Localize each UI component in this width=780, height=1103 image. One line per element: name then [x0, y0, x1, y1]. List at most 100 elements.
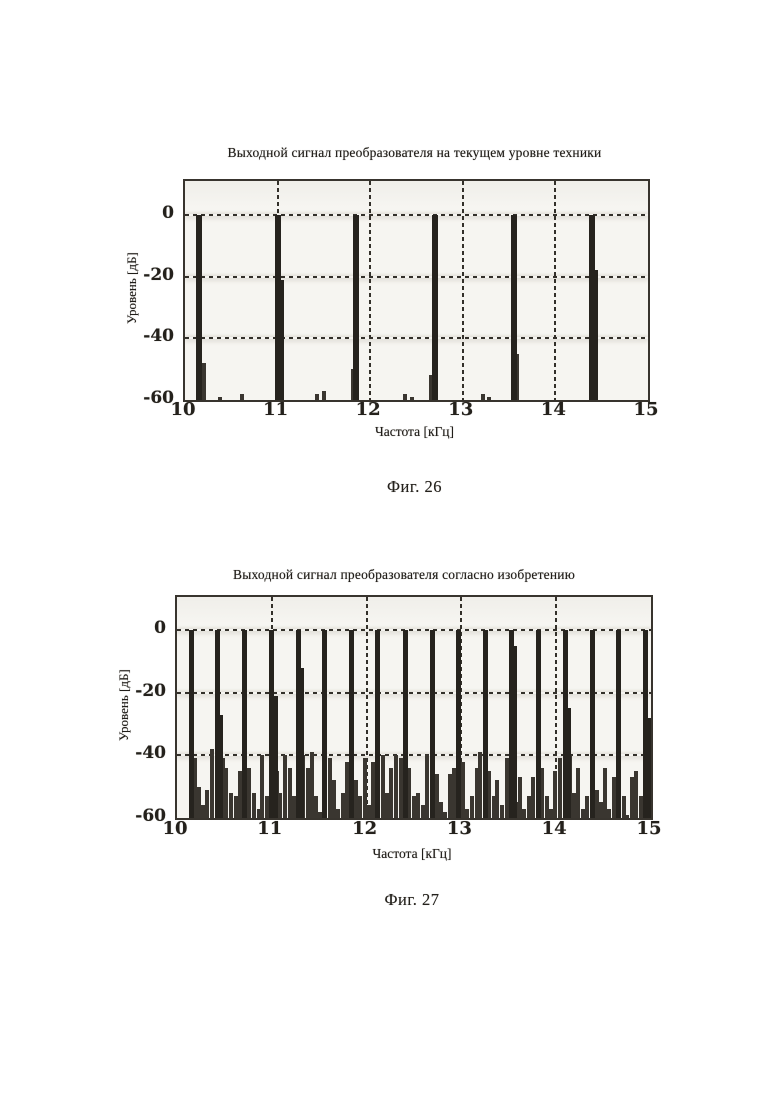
- spectrum-bar: [375, 629, 381, 818]
- spectrum-bar: [202, 362, 207, 400]
- spectrum-bar: [315, 393, 320, 400]
- spectrum-bar: [461, 761, 466, 818]
- spectrum-bar: [500, 805, 505, 818]
- spectrum-bar: [240, 393, 245, 400]
- x-tick-label: 11: [257, 818, 283, 839]
- spectrum-bar: [594, 789, 599, 818]
- spectrum-bar: [205, 789, 210, 818]
- horizontal-gridline: [185, 275, 648, 278]
- spectrum-bar: [409, 396, 414, 400]
- spectrum-bar: [509, 629, 515, 818]
- spectrum-bar: [256, 808, 261, 818]
- vertical-gridline: [365, 597, 368, 818]
- spectrum-bar: [607, 808, 612, 818]
- spectrum-bar: [415, 792, 420, 818]
- spectrum-bar: [504, 758, 509, 818]
- x-axis-ticks: 10 11 12 13 14 15: [162, 818, 661, 842]
- spectrum-bar: [535, 629, 541, 818]
- spectrum-bar: [432, 214, 439, 400]
- spectrum-bar: [491, 796, 496, 818]
- spectrum-bar: [350, 369, 355, 400]
- spectrum-bar: [389, 767, 394, 818]
- spectrum-bar: [241, 629, 247, 818]
- x-tick-label: 13: [446, 818, 472, 839]
- x-tick-label: 12: [352, 818, 378, 839]
- chart-title: Выходной сигнал преобразователя на текущ…: [227, 145, 602, 160]
- horizontal-gridline: [177, 754, 651, 757]
- spectrum-bar: [353, 214, 360, 400]
- spectrum-bar: [420, 805, 425, 818]
- spectrum-bar: [402, 629, 408, 818]
- spectrum-bar: [195, 214, 202, 400]
- spectrum-bar: [621, 796, 626, 818]
- spectrum-bar: [474, 767, 479, 818]
- plot-area: [175, 595, 653, 820]
- spectrum-bar: [557, 758, 562, 818]
- spectrum-bar: [478, 752, 483, 818]
- spectrum-bar: [247, 767, 252, 818]
- spectrum-bar: [233, 796, 238, 818]
- horizontal-gridline: [185, 213, 648, 216]
- vertical-gridline: [554, 181, 557, 400]
- spectrum-bar: [589, 629, 595, 818]
- spectrum-bar: [278, 279, 285, 400]
- spectrum-bar: [612, 777, 617, 818]
- x-tick-label: 12: [355, 399, 381, 420]
- spectrum-bar: [510, 214, 517, 400]
- spectrum-bar: [357, 796, 362, 818]
- figure-27: Выходной сигнал преобразователя согласно…: [0, 565, 780, 930]
- spectrum-bar: [322, 629, 328, 818]
- spectrum-bar: [327, 758, 332, 818]
- spectrum-bar: [625, 814, 630, 818]
- horizontal-gridline: [185, 337, 648, 340]
- spectrum-bar: [580, 808, 585, 818]
- spectrum-bar: [526, 796, 531, 818]
- figure-caption: Фиг. 27: [384, 890, 440, 909]
- spectrum-bar: [403, 393, 408, 400]
- spectrum-bar: [429, 629, 435, 818]
- spectrum-bar: [237, 770, 242, 818]
- spectrum-bar: [585, 796, 590, 818]
- spectrum-bar: [218, 714, 224, 818]
- spectrum-bar: [218, 396, 223, 400]
- spectrum-bar: [518, 777, 523, 818]
- spectrum-bar: [456, 629, 462, 818]
- spectrum-bar: [295, 629, 301, 818]
- spectrum-bar: [314, 796, 319, 818]
- spectrum-bar: [572, 792, 577, 818]
- spectrum-bar: [283, 755, 288, 818]
- vertical-gridline: [369, 181, 372, 400]
- vertical-gridline: [555, 597, 558, 818]
- spectrum-bar: [260, 755, 265, 818]
- spectrum-bar: [305, 767, 310, 818]
- x-tick-label: 11: [263, 399, 289, 420]
- spectrum-bar: [443, 811, 448, 818]
- spectrum-bar: [215, 629, 221, 818]
- spectrum-bar: [380, 755, 385, 818]
- spectrum-bar: [482, 629, 488, 818]
- spectrum-bar: [384, 792, 389, 818]
- spectrum-bar: [451, 767, 456, 818]
- x-tick-label: 14: [541, 818, 567, 839]
- spectrum-bar: [188, 629, 194, 818]
- spectrum-bar: [344, 761, 349, 818]
- figure-caption: Фиг. 26: [386, 477, 443, 496]
- x-axis-ticks: 10 11 12 13 14 15: [170, 399, 658, 423]
- spectrum-bar: [298, 667, 304, 818]
- spectrum-bar: [367, 805, 372, 818]
- horizontal-gridline: [177, 628, 651, 631]
- spectrum-bar: [616, 629, 622, 818]
- y-axis-label: Уровень [дБ]: [124, 252, 139, 325]
- plot-area: [183, 179, 650, 402]
- vertical-gridline: [460, 597, 463, 818]
- spectrum-bar: [278, 792, 283, 818]
- spectrum-bar: [589, 214, 596, 400]
- spectrum-bar: [531, 777, 536, 818]
- spectrum-bar: [340, 792, 345, 818]
- spectrum-bar: [638, 796, 643, 818]
- spectrum-bar: [309, 752, 314, 818]
- spectrum-bar: [495, 780, 500, 818]
- spectrum-bar: [553, 770, 558, 818]
- vertical-gridline: [461, 181, 464, 400]
